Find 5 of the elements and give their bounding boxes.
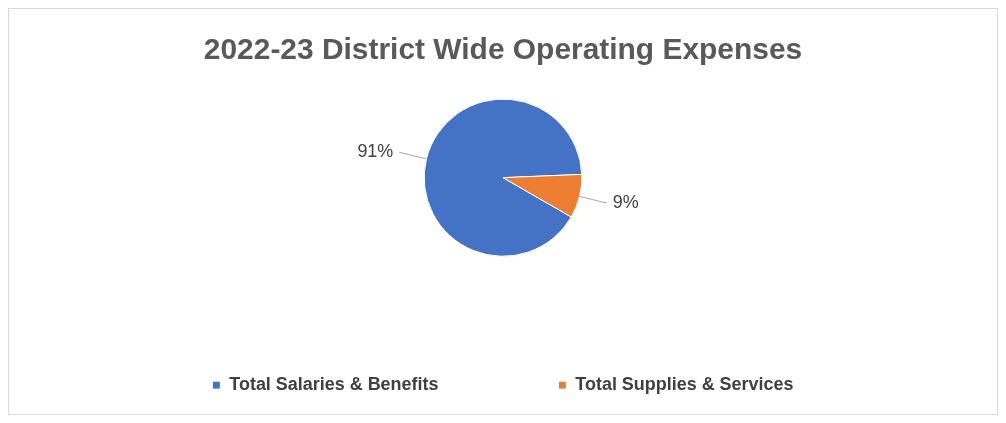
data-label: 9%	[612, 192, 639, 212]
chart-title: 2022-23 District Wide Operating Expenses	[203, 32, 803, 66]
legend-label: Total Salaries & Benefits	[229, 374, 439, 395]
legend-label: Total Supplies & Services	[575, 374, 794, 395]
data-label: 91%	[357, 141, 394, 162]
